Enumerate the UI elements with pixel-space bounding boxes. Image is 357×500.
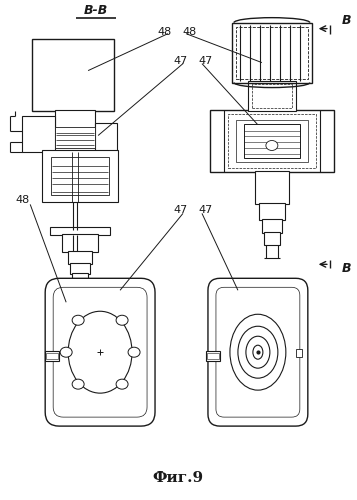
Bar bbox=[264, 232, 280, 245]
Bar bbox=[259, 204, 285, 220]
Text: В: В bbox=[342, 262, 351, 275]
Bar bbox=[236, 26, 308, 78]
Bar bbox=[45, 351, 59, 361]
Text: В-В: В-В bbox=[84, 4, 108, 16]
Bar bbox=[252, 84, 292, 108]
Bar bbox=[296, 349, 302, 357]
Ellipse shape bbox=[68, 312, 132, 393]
Bar bbox=[206, 351, 220, 361]
Bar bbox=[72, 274, 88, 282]
Ellipse shape bbox=[266, 140, 278, 150]
Text: В: В bbox=[342, 14, 351, 27]
Bar bbox=[210, 110, 334, 172]
Bar bbox=[55, 110, 95, 136]
Bar bbox=[207, 353, 219, 359]
Bar bbox=[42, 150, 118, 203]
Ellipse shape bbox=[116, 316, 128, 325]
Text: 48: 48 bbox=[15, 196, 29, 205]
Bar bbox=[95, 122, 117, 152]
Bar bbox=[55, 126, 95, 148]
Ellipse shape bbox=[72, 379, 84, 389]
Bar bbox=[255, 172, 289, 204]
Ellipse shape bbox=[128, 347, 140, 357]
Text: 48: 48 bbox=[158, 26, 172, 36]
Bar bbox=[46, 353, 58, 359]
FancyBboxPatch shape bbox=[208, 278, 308, 426]
Bar bbox=[232, 22, 312, 82]
Bar bbox=[50, 228, 110, 235]
Bar bbox=[236, 120, 308, 162]
Bar bbox=[262, 220, 282, 234]
Bar bbox=[51, 158, 109, 196]
Bar bbox=[244, 124, 300, 158]
FancyBboxPatch shape bbox=[45, 278, 155, 426]
Text: 47: 47 bbox=[198, 206, 212, 216]
Ellipse shape bbox=[230, 314, 286, 390]
Bar bbox=[62, 234, 98, 252]
Bar bbox=[228, 114, 316, 168]
Text: Фиг.9: Фиг.9 bbox=[152, 471, 203, 485]
Bar bbox=[248, 80, 296, 110]
Ellipse shape bbox=[116, 379, 128, 389]
Bar bbox=[70, 264, 90, 274]
Text: 47: 47 bbox=[174, 56, 188, 66]
Bar bbox=[32, 38, 114, 111]
Ellipse shape bbox=[72, 316, 84, 325]
Bar bbox=[22, 116, 55, 152]
Bar bbox=[232, 22, 312, 82]
Text: 48: 48 bbox=[182, 26, 196, 36]
Bar bbox=[68, 252, 92, 264]
Text: 47: 47 bbox=[198, 56, 212, 66]
Text: 47: 47 bbox=[174, 206, 188, 216]
Ellipse shape bbox=[60, 347, 72, 357]
